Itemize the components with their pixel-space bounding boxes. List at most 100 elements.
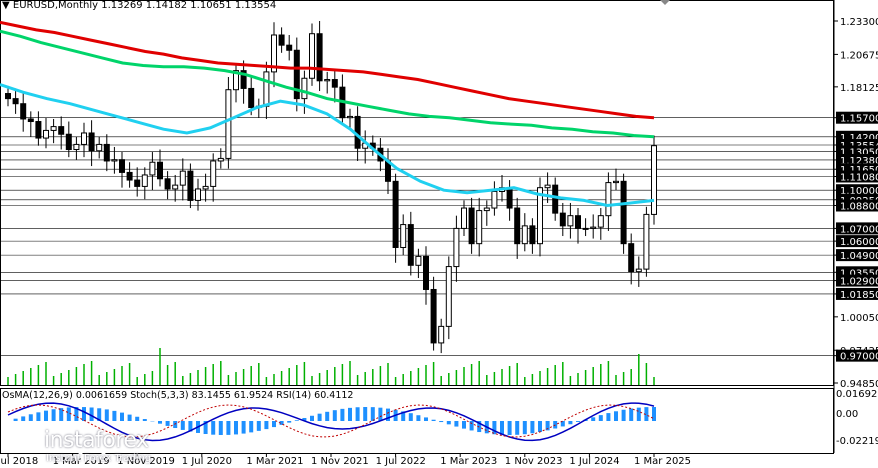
bullish-candle (453, 227, 460, 268)
price-level-label: 1.01850 (840, 290, 878, 301)
price-level-label: 1.10000 (840, 186, 878, 197)
bullish-candle (605, 182, 612, 217)
bullish-candle (202, 185, 209, 190)
bullish-candle (324, 79, 331, 82)
osma-bar (576, 421, 580, 422)
osma-bar (28, 414, 33, 421)
osma-bar (530, 421, 535, 434)
bearish-candle (529, 225, 536, 245)
bearish-candle (157, 161, 163, 180)
osma-bar (386, 408, 390, 421)
price-level-label: 1.12380 (840, 156, 878, 167)
osma-bar (279, 421, 284, 425)
osma-bar (477, 421, 482, 433)
osma-bar (370, 407, 375, 421)
bearish-candle (331, 79, 338, 88)
price-level-box (836, 287, 878, 300)
osma-bar (203, 421, 208, 435)
bearish-candle (506, 187, 513, 209)
bullish-candle (263, 71, 270, 107)
collapse-arrow-icon[interactable]: ▼ (2, 0, 10, 11)
osma-bar (104, 409, 109, 421)
price-level-label: 1.06000 (840, 237, 878, 248)
bearish-candle (35, 121, 42, 139)
shift-marker-icon[interactable] (660, 0, 670, 5)
price-level-box (836, 235, 878, 248)
bullish-candle (233, 70, 239, 91)
indicator-pane: 0.016925 0.00 -0.022191 (7, 389, 878, 447)
moving-average-line (0, 20, 655, 120)
osma-bar (515, 421, 520, 435)
time-label: 1 Nov 2023 (505, 456, 563, 467)
osma-bar (234, 421, 238, 435)
osma-bar (568, 421, 573, 425)
rsi-line (7, 402, 655, 442)
osma-bar (256, 421, 261, 431)
bullish-candle (210, 160, 217, 187)
price-level-label: 1.04900 (840, 251, 878, 262)
time-label: 1 Mar 2019 (53, 456, 110, 467)
osma-bar (74, 407, 79, 421)
bullish-candle (521, 225, 528, 245)
bullish-candle (613, 180, 619, 184)
osma-bar (287, 421, 292, 423)
moving-average-line (0, 83, 655, 208)
candles (5, 21, 657, 354)
bullish-candle (111, 159, 118, 162)
osma-bar (59, 408, 64, 421)
osma-bar (310, 415, 314, 421)
osma-bar (644, 407, 649, 421)
bullish-candle (195, 188, 201, 201)
bullish-candle (400, 224, 407, 248)
osma-bar (249, 421, 254, 433)
logo-tagline: Instant Forex Trading (46, 453, 152, 464)
bullish-candle (491, 191, 498, 209)
price-level-label: 1.15700 (840, 114, 878, 125)
time-label: 1 Mar 2023 (440, 456, 497, 467)
price-tick-label: 1.00050 (840, 313, 878, 324)
osma-bar (598, 415, 603, 421)
osma-bar (538, 421, 542, 432)
bullish-candle (635, 268, 642, 273)
bearish-candle (620, 180, 627, 245)
bearish-candle (278, 34, 285, 46)
price-level-box (836, 153, 878, 166)
osma-bar (120, 412, 124, 421)
bearish-candle (286, 44, 293, 51)
bearish-candle (164, 178, 171, 190)
bearish-candle (514, 207, 521, 245)
osma-bar (621, 409, 626, 421)
osma-bar (226, 421, 231, 435)
osma-bar (317, 413, 322, 421)
price-tick-label: 1.20675 (840, 50, 878, 61)
bullish-candle (96, 143, 103, 152)
bullish-candle (271, 34, 277, 73)
osma-bar (180, 421, 185, 430)
bullish-candle (483, 207, 490, 212)
support-resistance-levels (0, 117, 834, 356)
bearish-candle (187, 170, 194, 201)
bullish-candle (50, 126, 57, 131)
osma-bar (469, 421, 474, 431)
bearish-candle (575, 215, 581, 229)
osma-bar (135, 416, 140, 421)
indicator-axis-label: -0.022191 (836, 436, 878, 447)
time-label: 1 Nov 2021 (311, 456, 369, 467)
osma-bar (165, 421, 170, 426)
bearish-candle (58, 126, 65, 135)
osma-bar (21, 416, 26, 421)
osma-bar (462, 421, 466, 429)
osma-bar (13, 418, 18, 421)
price-level-label: 1.14200 (840, 133, 878, 144)
bearish-candle (134, 179, 141, 187)
logo-name: instaforex (44, 428, 149, 453)
indicator-axis-label: 0.00 (836, 409, 858, 420)
osma-bar (51, 409, 56, 421)
time-label: 1 Mar 2025 (634, 456, 691, 467)
bearish-candle (20, 103, 27, 120)
bearish-candle (65, 133, 72, 151)
bullish-candle (217, 157, 224, 162)
bullish-candle (582, 227, 589, 230)
moving-average-lines (0, 20, 655, 208)
